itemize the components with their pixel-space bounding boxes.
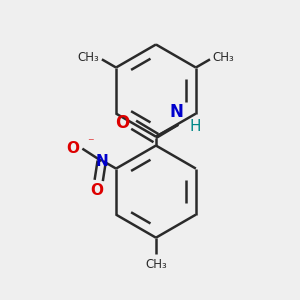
Text: O: O bbox=[90, 183, 103, 198]
Text: O: O bbox=[66, 141, 80, 156]
Text: N: N bbox=[95, 154, 108, 169]
Text: CH₃: CH₃ bbox=[78, 51, 99, 64]
Text: ⁻: ⁻ bbox=[87, 136, 94, 149]
Text: H: H bbox=[190, 119, 201, 134]
Text: O: O bbox=[116, 114, 130, 132]
Text: CH₃: CH₃ bbox=[145, 258, 167, 271]
Text: CH₃: CH₃ bbox=[213, 51, 234, 64]
Text: N: N bbox=[170, 103, 184, 121]
